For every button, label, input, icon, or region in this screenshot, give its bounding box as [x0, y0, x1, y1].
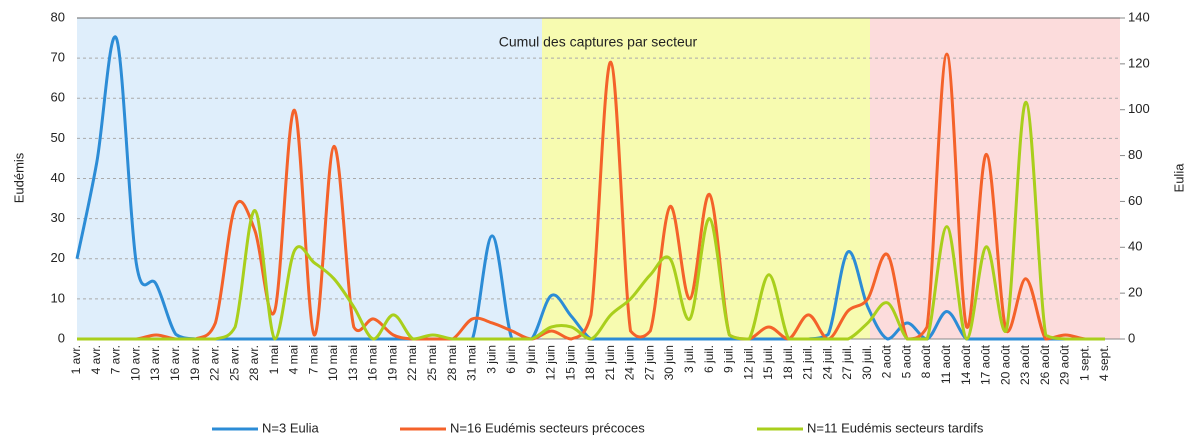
x-tick-label: 7 mai: [306, 345, 320, 374]
x-tick-label: 4 mai: [287, 345, 301, 374]
x-tick-label: 12 juil.: [741, 345, 755, 380]
x-tick-label: 6 juin: [504, 345, 518, 374]
zone-mid: [542, 18, 870, 339]
x-tick-label: 18 juil.: [781, 345, 795, 380]
legend-label: N=16 Eudémis secteurs précoces: [450, 420, 645, 435]
x-tick-label: 25 mai: [425, 345, 439, 381]
y-tick-label: 20: [51, 250, 65, 265]
x-tick-label: 16 avr.: [168, 345, 182, 381]
y2-tick-label: 60: [1128, 193, 1142, 208]
annotation: Cumul des captures par secteur: [499, 34, 698, 50]
x-tick-label: 3 juin: [484, 345, 498, 374]
x-tick-label: 19 avr.: [188, 345, 202, 381]
x-tick-label: 4 avr.: [89, 345, 103, 374]
y2-tick-label: 40: [1128, 239, 1142, 254]
x-tick-label: 19 mai: [385, 345, 399, 381]
x-tick-label: 27 juil.: [840, 345, 854, 380]
x-tick-label: 15 juin: [563, 345, 577, 380]
x-tick-label: 21 juil.: [801, 345, 815, 380]
x-tick-label: 27 juin: [642, 345, 656, 380]
y-tick-label: 80: [51, 9, 65, 24]
x-tick-label: 22 mai: [405, 345, 419, 381]
x-tick-label: 31 mai: [465, 345, 479, 381]
x-tick-label: 5 août: [899, 344, 913, 378]
x-tick-label: 24 juin: [623, 345, 637, 380]
y-tick-label: 0: [58, 330, 65, 345]
y2-tick-label: 80: [1128, 147, 1142, 162]
x-tick-label: 9 juil.: [722, 345, 736, 373]
y-tick-label: 60: [51, 90, 65, 105]
x-tick-label: 14 août: [959, 344, 973, 385]
series-line: [77, 52, 1105, 341]
x-tick-label: 20 août: [998, 344, 1012, 385]
x-tick-label: 15 juil.: [761, 345, 775, 380]
x-tick-label: 1 sept.: [1077, 345, 1091, 381]
x-tick-label: 23 août: [1018, 344, 1032, 385]
x-tick-label: 24 juil.: [820, 345, 834, 380]
x-tick-label: 29 août: [1058, 344, 1072, 385]
y-axis-title: Eudémis: [11, 152, 26, 203]
x-tick-label: 21 juin: [603, 345, 617, 380]
y-tick-label: 50: [51, 130, 65, 145]
x-tick-label: 30 juin: [662, 345, 676, 380]
y2-tick-label: 100: [1128, 101, 1150, 116]
x-tick-label: 4 sept.: [1097, 345, 1111, 381]
x-tick-label: 13 mai: [346, 345, 360, 381]
x-tick-label: 18 juin: [583, 345, 597, 380]
x-tick-label: 10 mai: [326, 345, 340, 381]
y-tick-label: 30: [51, 210, 65, 225]
series-line: [77, 100, 1105, 341]
x-tick-label: 11 août: [939, 344, 953, 384]
y-tick-label: 10: [51, 290, 65, 305]
x-tick-label: 12 juin: [544, 345, 558, 380]
legend-label: N=11 Eudémis secteurs tardifs: [807, 420, 984, 435]
x-tick-label: 28 avr.: [247, 345, 261, 381]
x-tick-label: 1 mai: [267, 345, 281, 374]
x-tick-label: 30 juil.: [860, 345, 874, 380]
x-tick-label: 7 avr.: [109, 345, 123, 374]
y2-tick-label: 0: [1128, 330, 1135, 345]
x-tick-label: 10 avr.: [128, 345, 142, 381]
x-tick-label: 26 août: [1038, 344, 1052, 385]
y2-tick-label: 120: [1128, 55, 1150, 70]
legend-label: N=3 Eulia: [262, 420, 319, 435]
x-tick-label: 3 juil.: [682, 345, 696, 373]
y-tick-label: 40: [51, 170, 65, 185]
x-tick-label: 2 août: [880, 344, 894, 378]
x-tick-label: 9 juin: [524, 345, 538, 374]
y2-tick-label: 140: [1128, 9, 1150, 24]
x-tick-label: 6 juil.: [702, 345, 716, 373]
x-tick-label: 17 août: [979, 344, 993, 385]
x-tick-label: 13 avr.: [148, 345, 162, 381]
x-tick-label: 8 août: [919, 344, 933, 378]
x-tick-label: 16 mai: [366, 345, 380, 381]
y-tick-label: 70: [51, 50, 65, 65]
x-tick-label: 25 avr.: [227, 345, 241, 381]
x-tick-label: 28 mai: [445, 345, 459, 381]
x-tick-label: 1 avr.: [69, 345, 83, 374]
y2-tick-label: 20: [1128, 285, 1142, 300]
x-tick-label: 22 avr.: [208, 345, 222, 381]
y2-axis-title: Eulia: [1171, 163, 1186, 193]
